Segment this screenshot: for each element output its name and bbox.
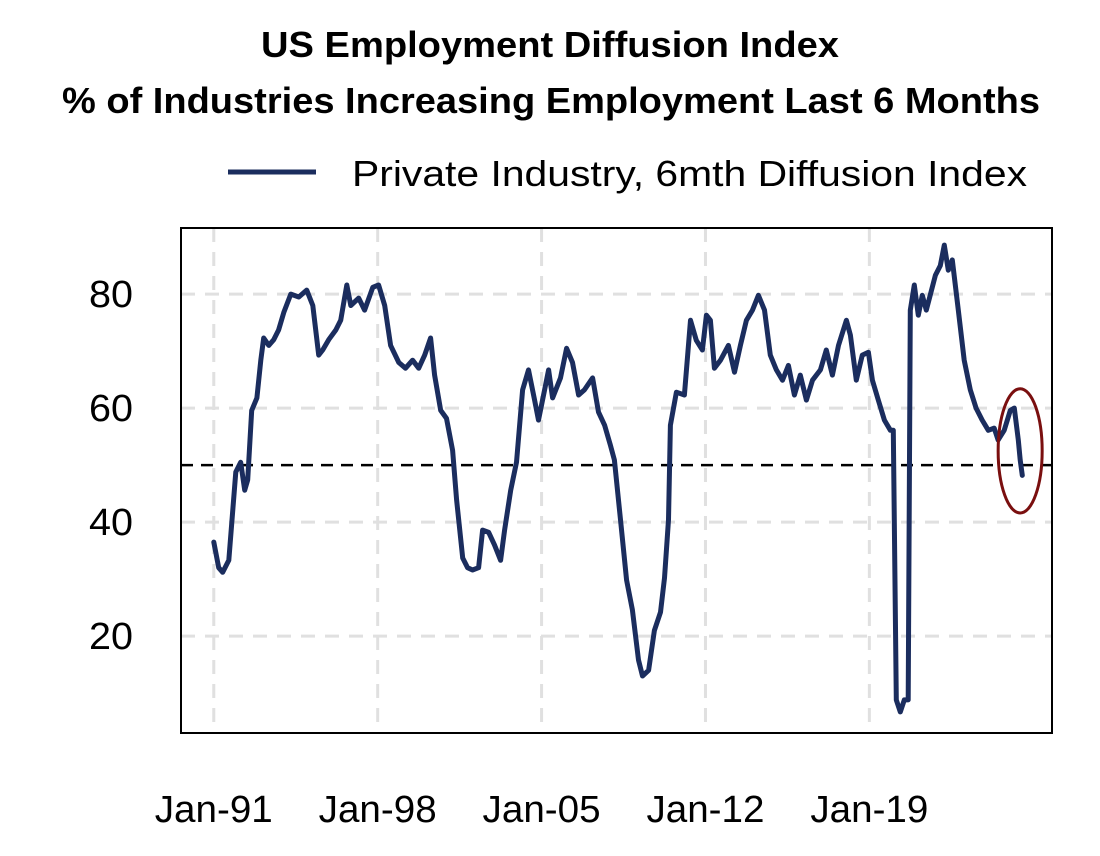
x-tick-label: Jan-12 xyxy=(646,789,764,831)
tick-labels: 20 40 60 80 Jan-91 Jan-98 Jan-05 Jan-12 Jan-19 xyxy=(89,274,928,831)
legend-label: Private Industry, 6mth Diffusion Index xyxy=(352,153,1027,194)
x-tick-label: Jan-05 xyxy=(483,789,601,831)
chart-subtitle: % of Industries Increasing Employment La… xyxy=(62,80,1040,121)
grid xyxy=(181,228,1052,733)
plot-frame xyxy=(180,227,1053,734)
x-tick-label: Jan-98 xyxy=(319,789,437,831)
y-tick-label: 60 xyxy=(89,388,133,430)
series-line xyxy=(211,242,1025,715)
y-tick-label: 20 xyxy=(89,616,133,658)
y-tick-label: 80 xyxy=(89,274,133,316)
chart-title: US Employment Diffusion Index xyxy=(261,24,839,65)
y-tick-label: 40 xyxy=(89,502,133,544)
plot-marks xyxy=(181,242,1052,715)
x-tick-label: Jan-91 xyxy=(155,789,273,831)
highlight-ellipse xyxy=(996,387,1044,515)
x-tick-label: Jan-19 xyxy=(810,789,928,831)
